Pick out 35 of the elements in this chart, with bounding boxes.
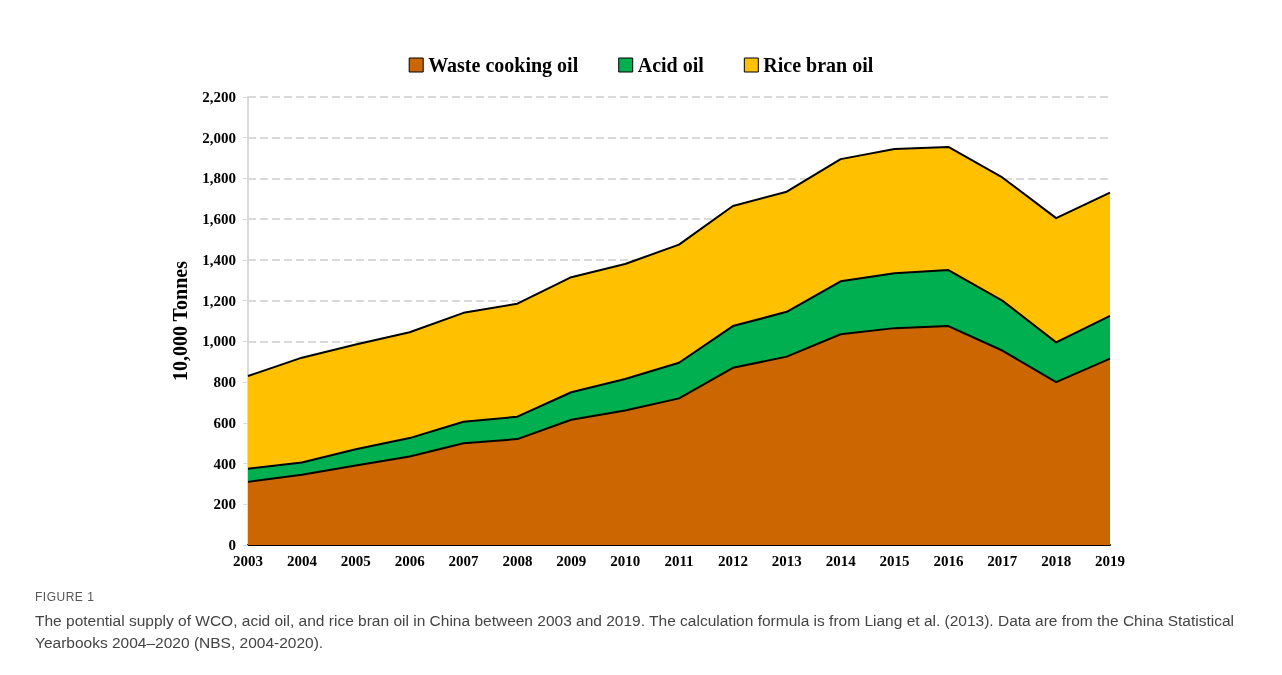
y-tick-label: 1,400 — [202, 251, 236, 268]
x-tick-label: 2009 — [556, 552, 587, 569]
text: The potential supply of WCO, acid oil, and rice bran oil in China between 2003 and 2019. The calculation formula is from Liang et al. (2013). Data are from the China Statistical Yearbooks 2004–2020 (NBS, 2004-2020). — [35, 611, 1236, 653]
y-tick-label: 1,200 — [202, 292, 236, 309]
y-tick-label: 1,600 — [202, 211, 236, 228]
y-tick-label: 400 — [213, 455, 236, 472]
x-tick-label: 2004 — [286, 552, 318, 569]
legend-label: Waste cooking oil — [428, 54, 579, 77]
x-tick-label: 2014 — [825, 552, 857, 569]
caption: FIGURE 1 — [35, 590, 96, 604]
y-tick-label: 800 — [213, 374, 236, 391]
x-tick-label: 2019 — [1095, 552, 1125, 569]
y-tick-label: 2,200 — [202, 89, 236, 105]
x-tick-label: 2011 — [664, 552, 694, 569]
x-tick-label: 2018 — [1041, 552, 1072, 569]
y-tick-label: 0 — [228, 537, 236, 553]
legend-label: Acid oil — [637, 54, 705, 76]
x-tick-label: 2003 — [233, 552, 263, 569]
x-tick-label: 2012 — [717, 552, 748, 569]
x-tick-label: 2010 — [610, 552, 641, 569]
x-tick-label: 2006 — [394, 552, 426, 569]
y-tick-label: 1,000 — [202, 333, 236, 350]
x-tick-label: 2007 — [448, 552, 479, 569]
x-tick-label: 2016 — [933, 552, 964, 569]
x-tick-label: 2015 — [879, 552, 910, 569]
x-tick-label: 2017 — [987, 552, 1018, 569]
y-tick-label: 2,000 — [202, 129, 236, 146]
x-tick-label: 2005 — [340, 552, 371, 569]
y-tick-label: 200 — [213, 496, 236, 513]
legend-label: Rice bran oil — [763, 54, 874, 76]
y-tick-label: 600 — [213, 414, 236, 431]
y-tick-label: 1,800 — [202, 170, 236, 187]
x-tick-label: 2008 — [502, 552, 533, 569]
y-axis-title: 10,000 Tonnes — [169, 260, 191, 382]
x-tick-label: 2013 — [771, 552, 802, 569]
